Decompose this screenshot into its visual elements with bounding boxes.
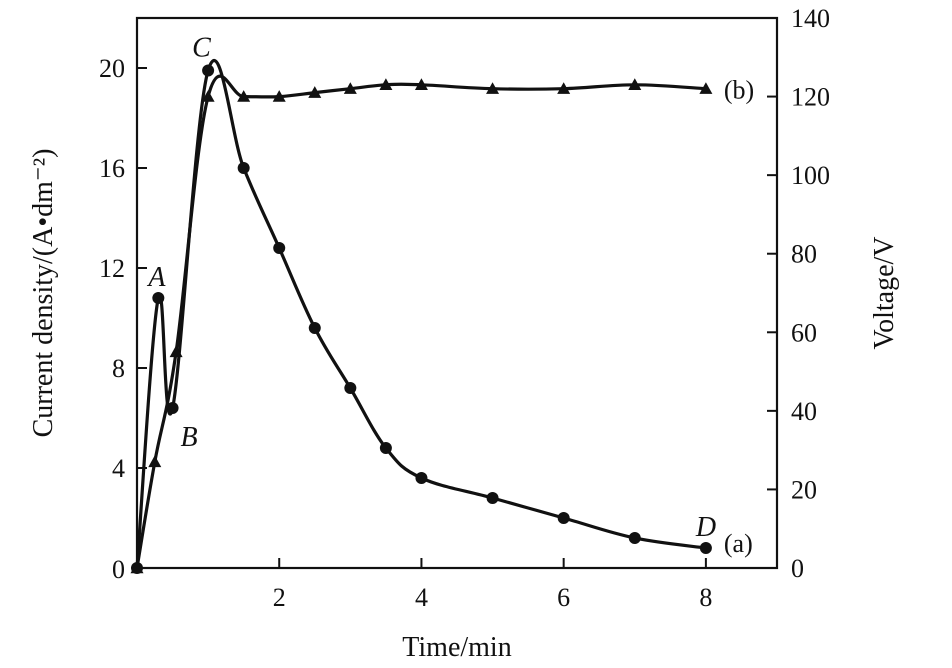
right-y-tick-label-40: 40 bbox=[791, 397, 817, 426]
series-a-point-2 bbox=[166, 402, 179, 414]
series-b-point-2 bbox=[169, 345, 183, 358]
series-a-point-5 bbox=[273, 242, 286, 254]
series-label-a: (a) bbox=[724, 529, 753, 558]
series-b-point-13 bbox=[699, 82, 713, 94]
left-y-tick-label-20: 20 bbox=[99, 54, 125, 83]
left-y-tick-label-8: 8 bbox=[112, 354, 125, 383]
x-tick-label-2: 2 bbox=[273, 583, 286, 612]
x-tick-label-8: 8 bbox=[699, 583, 712, 612]
right-y-tick-label-60: 60 bbox=[791, 318, 817, 347]
left-y-axis-label: Current density/(A•dm⁻²) bbox=[28, 149, 59, 438]
series-b-point-9 bbox=[414, 78, 428, 90]
x-tick-label-6: 6 bbox=[557, 583, 570, 612]
series-b-point-5 bbox=[272, 90, 286, 102]
series-b-point-4 bbox=[237, 90, 251, 102]
series-a-point-6 bbox=[308, 322, 321, 334]
right-y-axis-label: Voltage/V bbox=[869, 236, 900, 349]
left-y-tick-label-4: 4 bbox=[112, 454, 125, 483]
series-b-point-12 bbox=[628, 78, 642, 90]
right-y-tick-label-0: 0 bbox=[791, 554, 804, 583]
series-line-b bbox=[135, 74, 708, 570]
x-tick-label-4: 4 bbox=[415, 583, 428, 612]
series-a-point-7 bbox=[344, 382, 357, 394]
series-b-point-11 bbox=[557, 82, 571, 94]
series-b-point-8 bbox=[379, 78, 393, 90]
x-axis-label: Time/min bbox=[402, 632, 511, 663]
annotation-C: C bbox=[192, 33, 211, 64]
series-b-point-6 bbox=[308, 86, 322, 98]
series-a-point-4 bbox=[237, 162, 250, 174]
right-y-tick-label-140: 140 bbox=[791, 4, 830, 33]
series-b-point-0 bbox=[130, 561, 144, 574]
series-a-point-13 bbox=[699, 542, 712, 554]
left-y-tick-label-16: 16 bbox=[99, 154, 125, 183]
right-y-tick-label-100: 100 bbox=[791, 161, 830, 190]
series-line-a bbox=[135, 59, 708, 570]
plot-frame bbox=[135, 16, 779, 570]
annotation-layer: A B C D bbox=[146, 33, 716, 544]
right-y-tick-label-20: 20 bbox=[791, 475, 817, 504]
series-b-point-10 bbox=[486, 82, 500, 94]
series-a-point-1 bbox=[152, 292, 165, 304]
series-b-point-1 bbox=[148, 455, 162, 468]
right-y-tick-label-120: 120 bbox=[791, 83, 830, 112]
annotation-A: A bbox=[146, 262, 166, 293]
series-b-point-3 bbox=[201, 90, 215, 102]
series-layer: (a) (b) bbox=[130, 59, 754, 574]
series-label-b: (b) bbox=[724, 76, 754, 105]
series-a-point-11 bbox=[557, 512, 570, 524]
left-y-tick-label-12: 12 bbox=[99, 254, 125, 283]
series-b-point-7 bbox=[343, 82, 357, 94]
axes-layer: 0 2 4 6 8 4 8 12 16 20 0 20 40 60 80 100 120 140 bbox=[99, 4, 830, 612]
annotation-B: B bbox=[181, 422, 198, 453]
annotation-D: D bbox=[695, 512, 716, 543]
series-a-point-8 bbox=[379, 442, 392, 454]
x-tick-label-origin: 0 bbox=[112, 555, 125, 584]
right-y-tick-label-80: 80 bbox=[791, 240, 817, 269]
series-a-point-3 bbox=[202, 64, 215, 77]
series-a-point-12 bbox=[628, 532, 641, 544]
series-a-point-10 bbox=[486, 492, 499, 504]
series-a-point-9 bbox=[415, 472, 428, 484]
